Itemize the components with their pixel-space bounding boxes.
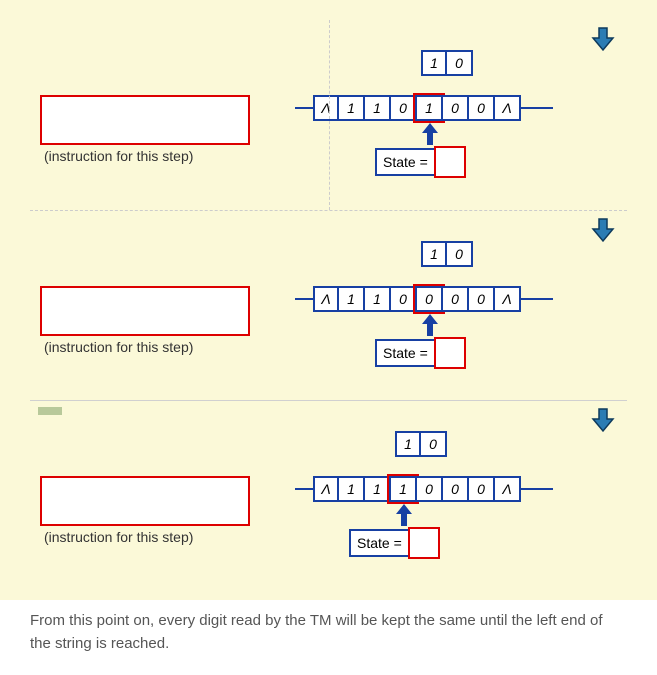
carry-cells: 10 xyxy=(395,431,447,457)
carry-cell: 0 xyxy=(421,431,447,457)
instruction-box xyxy=(40,476,250,526)
state-value-box xyxy=(434,337,466,369)
tape-cell: 0 xyxy=(469,476,495,502)
tape-cell: Λ xyxy=(495,476,521,502)
tape-cell: 0 xyxy=(469,95,495,121)
head-arrow-icon xyxy=(396,504,412,526)
tape-cell-current: 0 xyxy=(417,286,443,312)
instruction-box xyxy=(40,95,250,145)
continue-arrow-icon xyxy=(589,217,617,243)
instruction-caption: (instruction for this step) xyxy=(44,148,193,164)
carry-cell: 1 xyxy=(421,241,447,267)
continue-arrow-icon xyxy=(589,26,617,52)
tape-cell: Λ xyxy=(313,95,339,121)
tape-cell: 1 xyxy=(339,95,365,121)
carry-cell: 0 xyxy=(447,241,473,267)
tm-step-panel: (instruction for this step)10Λ111000Λ St… xyxy=(30,400,627,590)
state-value-box xyxy=(408,527,440,559)
state-display: State = xyxy=(375,339,466,367)
tape-cell: 1 xyxy=(339,476,365,502)
tape-cell: 0 xyxy=(391,95,417,121)
carry-cells: 10 xyxy=(421,241,473,267)
tape: Λ111000Λ xyxy=(295,476,553,502)
tape-cell: 0 xyxy=(443,95,469,121)
instruction-caption: (instruction for this step) xyxy=(44,339,193,355)
head-arrow-icon xyxy=(422,123,438,145)
tm-step-panel: (instruction for this step)10Λ110100Λ St… xyxy=(30,20,627,210)
tape: Λ110100Λ xyxy=(295,95,553,121)
state-value-box xyxy=(434,146,466,178)
tape-cell: 1 xyxy=(365,286,391,312)
tape-cell: Λ xyxy=(495,95,521,121)
state-label: State = xyxy=(375,148,436,176)
state-display: State = xyxy=(349,529,440,557)
head-arrow-icon xyxy=(422,314,438,336)
tape: Λ110000Λ xyxy=(295,286,553,312)
carry-cells: 10 xyxy=(421,50,473,76)
tm-diagram: (instruction for this step)10Λ110100Λ St… xyxy=(0,0,657,600)
tape-cell: 1 xyxy=(365,476,391,502)
instruction-caption: (instruction for this step) xyxy=(44,529,193,545)
tape-cell: Λ xyxy=(313,476,339,502)
state-label: State = xyxy=(375,339,436,367)
tape-cell: 0 xyxy=(443,286,469,312)
tape-cell-current: 1 xyxy=(417,95,443,121)
tape-cell: 0 xyxy=(443,476,469,502)
carry-cell: 0 xyxy=(447,50,473,76)
tm-step-panel: (instruction for this step)10Λ110000Λ St… xyxy=(30,210,627,400)
carry-cell: 1 xyxy=(395,431,421,457)
tape-cell-current: 1 xyxy=(391,476,417,502)
tape-cell: Λ xyxy=(495,286,521,312)
tape-cell: 0 xyxy=(391,286,417,312)
tape-cell: 1 xyxy=(365,95,391,121)
state-display: State = xyxy=(375,148,466,176)
marker-icon xyxy=(38,407,62,415)
tape-cell: 0 xyxy=(469,286,495,312)
footer-text: From this point on, every digit read by … xyxy=(0,600,640,675)
continue-arrow-icon xyxy=(589,407,617,433)
state-label: State = xyxy=(349,529,410,557)
tape-cell: 0 xyxy=(417,476,443,502)
tape-cell: 1 xyxy=(339,286,365,312)
carry-cell: 1 xyxy=(421,50,447,76)
instruction-box xyxy=(40,286,250,336)
tape-cell: Λ xyxy=(313,286,339,312)
